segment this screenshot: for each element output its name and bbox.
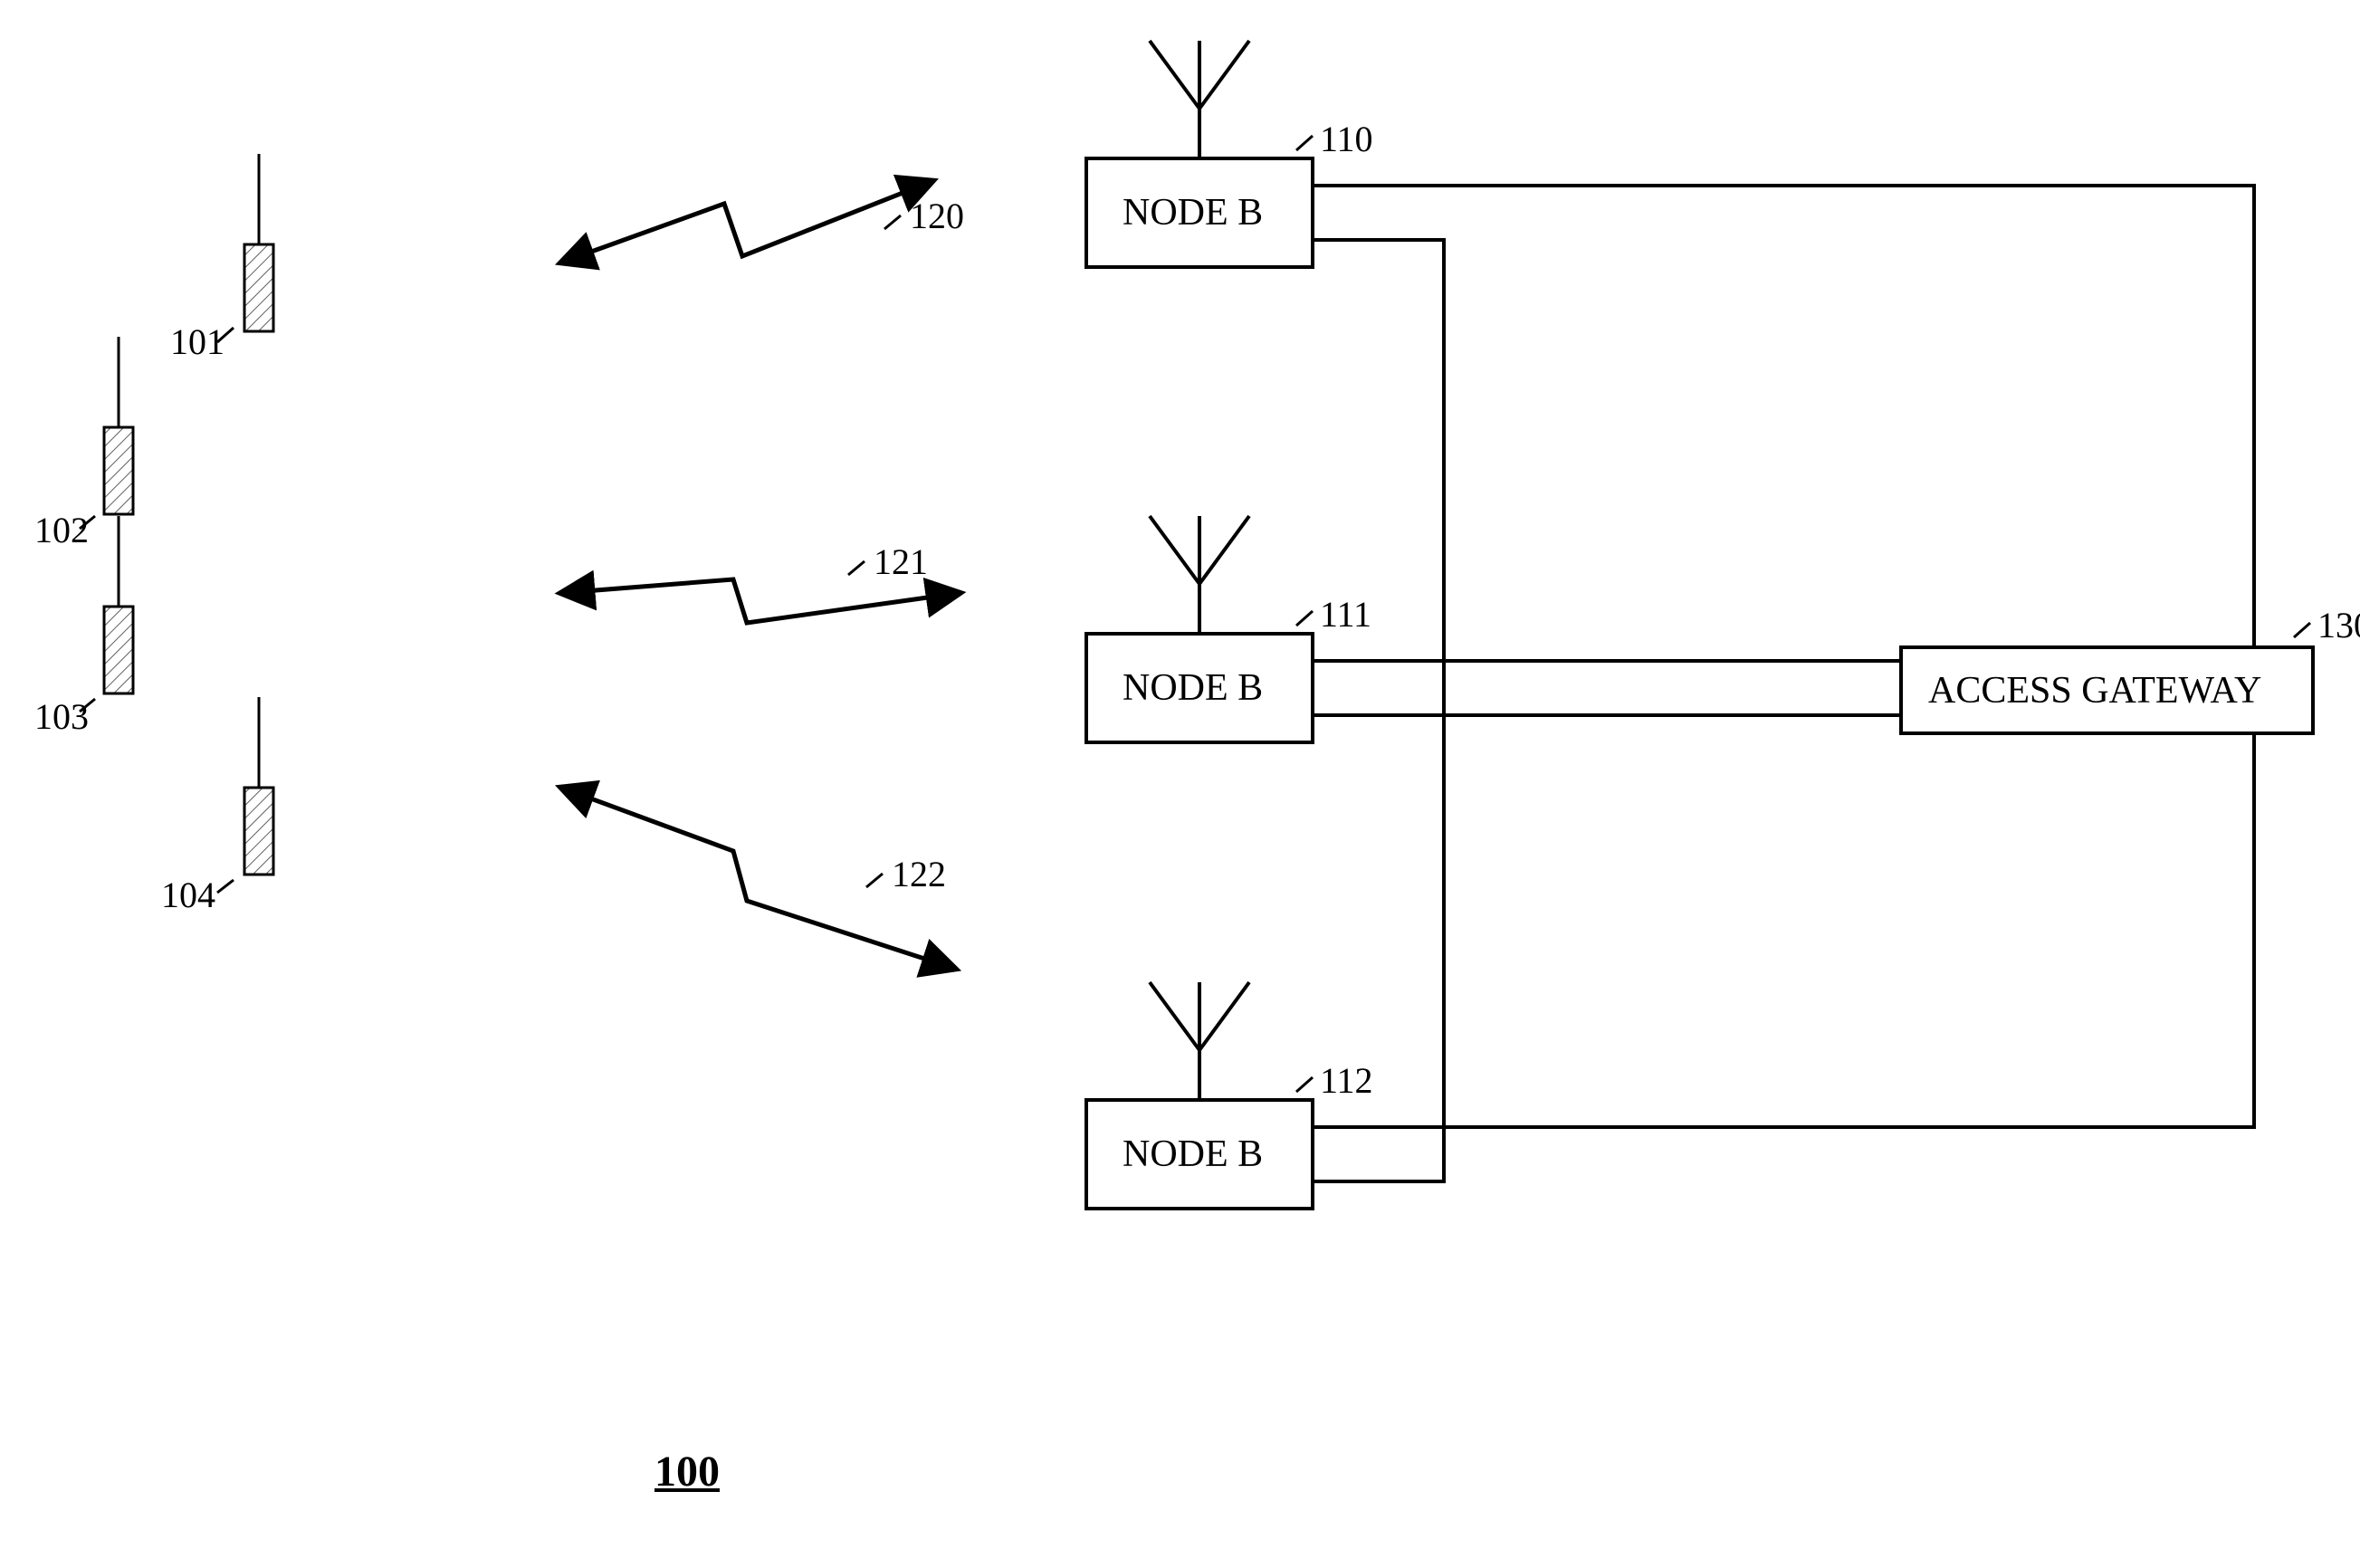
- access-gateway-ref: 130: [2317, 604, 2360, 646]
- node-b-ref-111: 111: [1320, 593, 1371, 636]
- node-b-ref-110: 110: [1320, 118, 1373, 160]
- rf-link-ref-120: 120: [910, 195, 964, 237]
- ue-103: [104, 607, 133, 693]
- rf-link-121: [561, 579, 960, 623]
- ue-ref-101: 101: [170, 320, 225, 363]
- ue-102: [104, 427, 133, 514]
- node-b-ref-112: 112: [1320, 1059, 1373, 1102]
- wire-112-gateway: [1313, 733, 2254, 1127]
- wire-110-gateway: [1313, 186, 2254, 647]
- rf-link-ref-121: 121: [874, 540, 928, 583]
- wire-110-112: [1313, 240, 1444, 1181]
- ue-101: [244, 244, 273, 331]
- ue-ref-104: 104: [161, 874, 215, 916]
- rf-link-120: [561, 181, 932, 263]
- node-b-label-110: NODE B: [1123, 191, 1263, 234]
- node-b-label-111: NODE B: [1123, 666, 1263, 710]
- rf-link-ref-122: 122: [892, 853, 946, 895]
- figure-100: [0, 0, 2360, 1568]
- figure-number: 100: [654, 1447, 720, 1496]
- ue-ref-103: 103: [34, 695, 89, 738]
- access-gateway-label: ACCESS GATEWAY: [1928, 669, 2261, 712]
- ue-104: [244, 788, 273, 875]
- ue-ref-102: 102: [34, 509, 89, 551]
- node-b-label-112: NODE B: [1123, 1133, 1263, 1176]
